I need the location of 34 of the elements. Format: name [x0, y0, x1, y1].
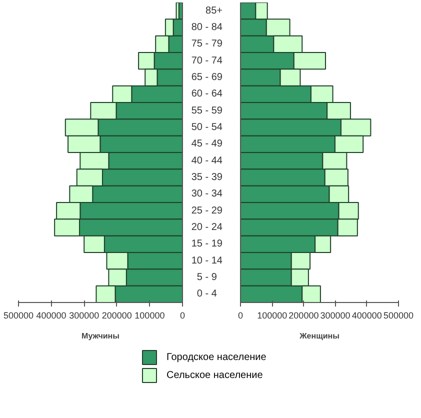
x-axis-title: Женщины — [298, 332, 340, 340]
y-tick-label: 85+ — [206, 5, 223, 16]
x-tick-label: 500000 — [3, 310, 34, 320]
y-tick-label: 15 - 19 — [191, 238, 223, 250]
x-tick-label: 300000 — [320, 310, 350, 320]
x-tick-label: 100000 — [257, 310, 288, 320]
y-tick-label: 5 - 9 — [196, 272, 218, 283]
y-tick-label: 0 - 4 — [196, 288, 218, 300]
x-tick-label: 0 — [180, 310, 186, 320]
x-tick-label: 400000 — [352, 310, 382, 320]
y-tick-label: 65 - 69 — [191, 72, 223, 83]
y-tick-label: 30 - 34 — [191, 188, 223, 200]
y-tick-label: 45 - 49 — [191, 138, 223, 150]
x-tick-label: 500000 — [383, 310, 414, 320]
y-tick-label: 55 - 59 — [191, 105, 223, 116]
legend-label: Сельское население — [166, 370, 264, 381]
y-tick-label: 60 - 64 — [191, 88, 223, 100]
y-tick-label: 20 - 24 — [191, 222, 223, 233]
y-tick-label: 80 - 84 — [191, 22, 223, 33]
x-tick-label: 200000 — [288, 310, 319, 320]
y-tick-label: 35 - 39 — [191, 172, 223, 183]
y-tick-label: 25 - 29 — [191, 205, 223, 216]
x-tick-label: 200000 — [102, 310, 132, 320]
y-tick-label: 70 - 74 — [191, 55, 223, 66]
x-tick-label: 400000 — [36, 310, 66, 320]
legend-label: Городское население — [166, 352, 267, 363]
x-tick-label: 300000 — [69, 310, 100, 320]
y-tick-label: 75 - 79 — [191, 38, 223, 50]
y-tick-label: 50 - 54 — [191, 122, 223, 133]
y-tick-label: 10 - 14 — [191, 255, 223, 266]
x-axis-title: Мужчины — [82, 332, 120, 340]
x-tick-label: 100000 — [134, 310, 165, 320]
y-tick-label: 40 - 44 — [191, 155, 223, 166]
x-tick-label: 0 — [238, 310, 244, 320]
